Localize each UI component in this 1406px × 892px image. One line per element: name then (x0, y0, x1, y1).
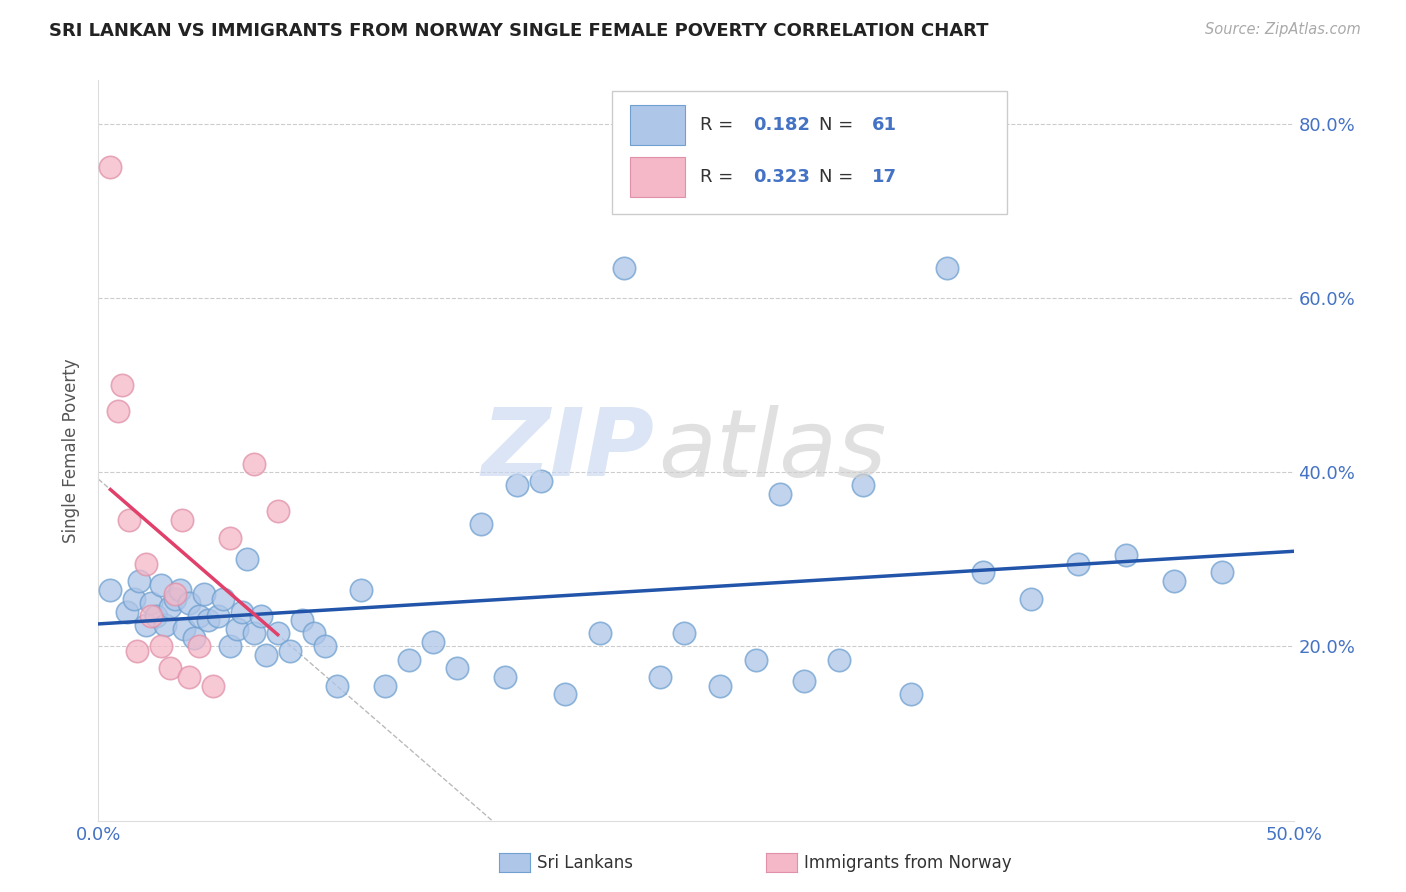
Point (250, 609, 273, 624)
Point (398, 652, 420, 666)
Point (470, 517, 492, 532)
Point (155, 617, 177, 632)
Point (936, 260, 959, 275)
Point (254, 648, 277, 662)
Text: 17: 17 (872, 168, 897, 186)
Text: R =: R = (700, 168, 738, 186)
Point (900, 687, 922, 701)
Point (125, 644, 148, 658)
Point (613, 260, 636, 275)
Point (446, 661, 468, 675)
Text: Source: ZipAtlas.com: Source: ZipAtlas.com (1205, 22, 1361, 37)
Text: Sri Lankans: Sri Lankans (537, 854, 633, 871)
Point (124, 591, 146, 606)
Point (648, 670, 672, 684)
Point (554, 687, 576, 701)
Point (163, 591, 186, 606)
Point (98, 582, 122, 597)
Point (107, 404, 129, 418)
Point (179, 670, 201, 684)
Point (128, 574, 150, 588)
Point (135, 557, 157, 571)
Point (350, 582, 373, 597)
Point (278, 644, 301, 658)
Point (145, 609, 167, 624)
Text: 61: 61 (872, 116, 897, 134)
Point (139, 596, 162, 610)
Point (267, 504, 290, 518)
Point (852, 478, 875, 492)
Point (1067, 557, 1090, 571)
Point (187, 640, 209, 654)
Point (115, 605, 138, 619)
Point (197, 613, 219, 627)
FancyBboxPatch shape (630, 104, 685, 145)
Point (972, 566, 994, 580)
Point (231, 605, 253, 619)
Text: Immigrants from Norway: Immigrants from Norway (804, 854, 1012, 871)
Point (207, 609, 229, 624)
Point (768, 487, 790, 501)
Point (159, 600, 181, 615)
Point (183, 631, 205, 645)
Point (1115, 548, 1137, 562)
Point (709, 679, 731, 693)
Point (149, 578, 172, 592)
Point (159, 661, 181, 675)
Point (193, 587, 215, 601)
Point (163, 587, 186, 601)
Point (243, 626, 266, 640)
Point (173, 622, 195, 636)
Point (235, 552, 257, 566)
Text: N =: N = (820, 116, 859, 134)
Point (745, 652, 768, 666)
Point (149, 640, 172, 654)
Text: 0.182: 0.182 (754, 116, 810, 134)
Point (530, 474, 553, 488)
Point (202, 679, 225, 693)
FancyBboxPatch shape (630, 156, 685, 196)
Text: atlas: atlas (658, 405, 886, 496)
Point (673, 626, 696, 640)
Point (1019, 591, 1042, 606)
Point (291, 613, 314, 627)
Point (219, 640, 242, 654)
Text: SRI LANKAN VS IMMIGRANTS FROM NORWAY SINGLE FEMALE POVERTY CORRELATION CHART: SRI LANKAN VS IMMIGRANTS FROM NORWAY SIN… (49, 22, 988, 40)
Point (793, 674, 815, 689)
Point (494, 670, 516, 684)
Text: ZIP: ZIP (481, 404, 654, 497)
Point (172, 513, 194, 527)
Point (118, 513, 141, 527)
FancyBboxPatch shape (613, 91, 1007, 213)
Point (169, 582, 191, 597)
Point (828, 652, 851, 666)
Point (374, 679, 396, 693)
Point (589, 626, 612, 640)
Text: N =: N = (820, 168, 859, 186)
Point (219, 531, 242, 545)
Point (1211, 566, 1233, 580)
Point (315, 640, 337, 654)
Point (179, 596, 201, 610)
Point (422, 635, 444, 649)
Point (1163, 574, 1185, 588)
Point (139, 609, 162, 624)
Point (187, 609, 209, 624)
Point (111, 378, 134, 392)
Point (302, 626, 325, 640)
Point (326, 679, 349, 693)
Text: R =: R = (700, 116, 738, 134)
Point (243, 457, 266, 471)
Point (135, 617, 157, 632)
Point (98, 161, 122, 175)
Point (211, 591, 233, 606)
Point (226, 622, 249, 636)
Y-axis label: Single Female Poverty: Single Female Poverty (62, 359, 80, 542)
Point (267, 626, 290, 640)
Text: 0.323: 0.323 (754, 168, 810, 186)
Point (506, 478, 529, 492)
